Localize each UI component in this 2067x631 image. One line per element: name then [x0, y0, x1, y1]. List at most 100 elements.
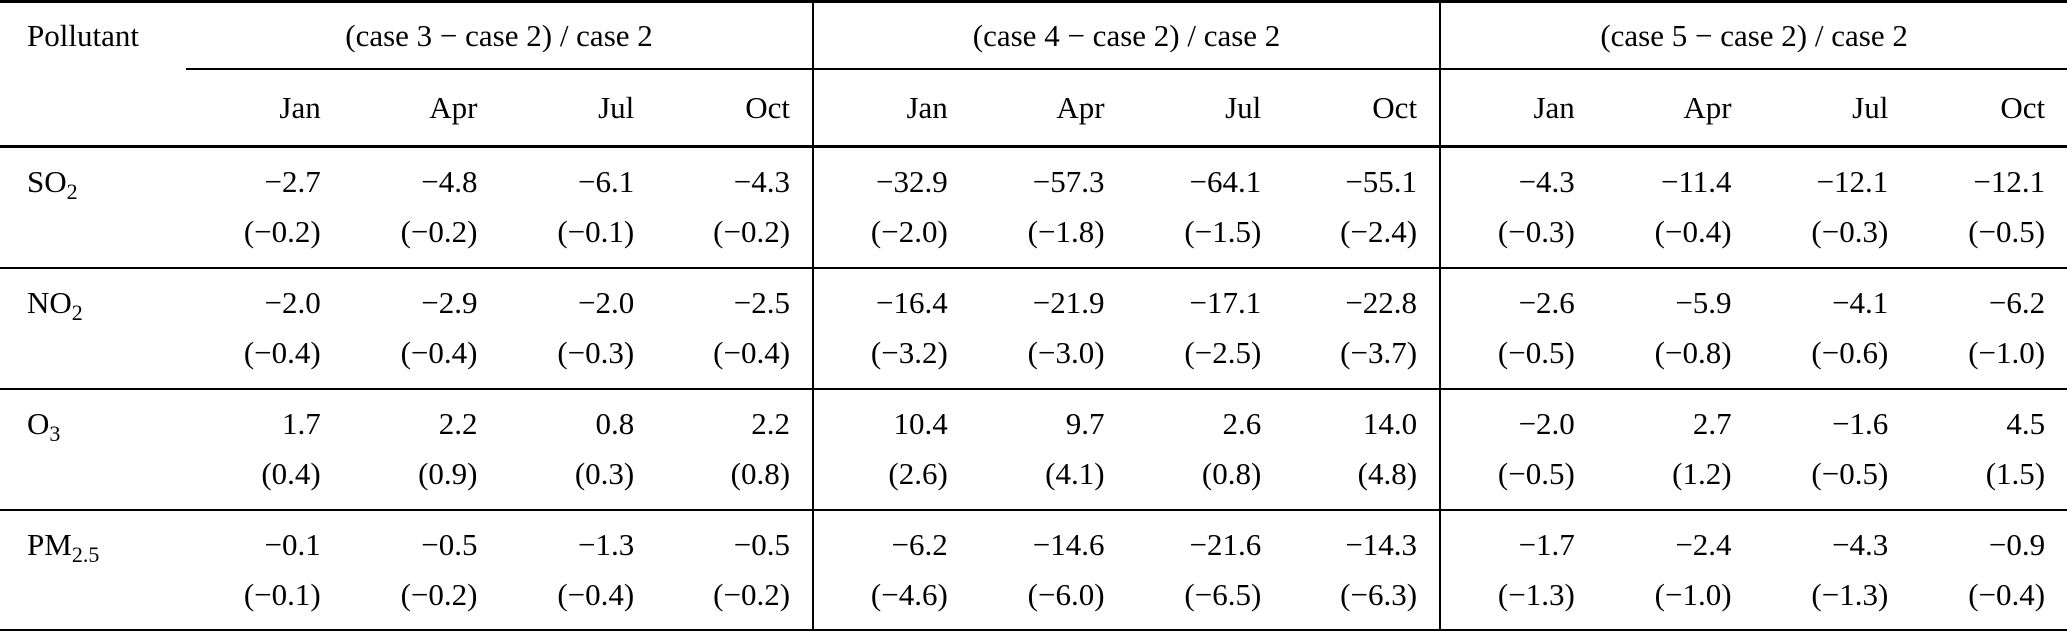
cell-paren-value: (0.9): [418, 455, 478, 491]
cell-value: −4.8: [421, 164, 478, 199]
cell-value: −2.6: [1518, 284, 1575, 320]
cell-paren-value: (−0.4): [400, 334, 478, 370]
data-cell: −0.1 (−0.1): [186, 510, 343, 631]
cell-paren-value: (−1.0): [1654, 576, 1732, 612]
cell-value: 2.7: [1692, 405, 1732, 441]
month-header-row: Jan Apr Jul Oct Jan Apr Jul Oct Jan Apr …: [0, 69, 2067, 148]
cell-paren-value: (−0.2): [713, 214, 791, 249]
cell-paren-value: (−0.2): [400, 214, 478, 249]
cell-paren-value: (0.3): [574, 455, 635, 491]
cell-paren-value: (−1.8): [1027, 214, 1105, 249]
data-cell: −4.3 (−0.2): [656, 146, 814, 269]
cell-value: 2.2: [438, 405, 478, 441]
cell-value: 10.4: [893, 405, 948, 441]
cell-value: −4.3: [733, 164, 791, 199]
cell-value: 1.7: [282, 405, 321, 441]
cell-paren-value: (−4.6): [870, 576, 948, 612]
cell-value: −2.4: [1675, 526, 1732, 562]
group-header-row: Pollutant (case 3 − case 2) / case 2 (ca…: [0, 1, 2067, 148]
cell-paren-value: (−0.2): [713, 576, 791, 612]
data-cell: −17.1 (−2.5): [1126, 267, 1284, 390]
month-header: Jul: [499, 69, 657, 148]
cell-paren-value: (−0.6): [1811, 334, 1889, 370]
pollutant-base: NO: [27, 284, 72, 320]
pollutant-subscript: 3: [49, 420, 61, 446]
data-cell: −6.2 (−1.0): [1910, 267, 2067, 390]
cell-paren-value: (0.8): [1201, 455, 1262, 491]
data-cell: 4.5 (1.5): [1910, 388, 2067, 511]
data-cell: −2.7 (−0.2): [186, 146, 343, 269]
data-cell: −64.1 (−1.5): [1126, 146, 1284, 269]
group-header-case5: (case 5 − case 2) / case 2: [1439, 1, 2067, 70]
data-cell: −21.9 (−3.0): [969, 267, 1127, 390]
cell-value: −12.1: [1973, 164, 2046, 199]
cell-value: −16.4: [876, 284, 948, 320]
data-cell: −11.4 (−0.4): [1596, 146, 1754, 269]
data-cell: 10.4 (2.6): [812, 388, 970, 511]
data-cell: 9.7 (4.1): [969, 388, 1127, 511]
cell-paren-value: (−0.1): [243, 576, 321, 612]
cell-value: 2.6: [1222, 405, 1262, 441]
cell-value: −2.9: [421, 284, 478, 320]
pollutant-label-pm25: PM2.5: [0, 510, 186, 631]
month-header: Jan: [186, 69, 343, 148]
data-cell: −0.9 (−0.4): [1910, 510, 2067, 631]
cell-value: −2.0: [578, 284, 635, 320]
data-cell: 0.8 (0.3): [499, 388, 657, 511]
pollutant-label-o3: O3: [0, 388, 186, 511]
data-cell: −2.4 (−1.0): [1597, 510, 1754, 631]
cell-value: −11.4: [1660, 164, 1732, 199]
cell-paren-value: (−2.5): [1184, 334, 1262, 370]
cell-paren-value: (−0.4): [557, 576, 635, 612]
cell-paren-value: (−0.2): [400, 576, 478, 612]
cell-paren-value: (−0.4): [713, 334, 791, 370]
data-cell: −14.6 (−6.0): [970, 510, 1127, 631]
data-cell: −6.2 (−4.6): [812, 509, 970, 631]
group-header-case3: (case 3 − case 2) / case 2: [186, 1, 814, 70]
data-cell: −4.3 (−1.3): [1754, 510, 1911, 631]
cell-paren-value: (−0.4): [1654, 214, 1732, 249]
cell-paren-value: (0.8): [730, 455, 791, 491]
data-cell: 2.6 (0.8): [1126, 388, 1284, 511]
month-header: Oct: [1283, 69, 1441, 148]
data-cell: −32.9 (−2.0): [812, 146, 970, 269]
cell-value: −6.2: [1988, 284, 2046, 320]
pollutant-base: SO: [27, 164, 67, 199]
cell-value: −17.1: [1189, 284, 1262, 320]
cell-paren-value: (−6.3): [1340, 576, 1418, 612]
cell-paren-value: (1.2): [1672, 455, 1732, 491]
cell-paren-value: (−1.5): [1184, 214, 1262, 249]
cell-paren-value: (4.1): [1045, 455, 1105, 491]
cell-paren-value: (−0.1): [557, 214, 635, 249]
cell-value: 0.8: [595, 405, 635, 441]
cell-value: −1.7: [1518, 526, 1575, 562]
month-header: Jan: [1439, 69, 1597, 148]
pollutant-subscript: 2: [66, 179, 78, 205]
cell-value: 2.2: [751, 405, 791, 441]
pollutant-subscript: 2.5: [71, 541, 100, 567]
cell-paren-value: (0.4): [261, 455, 321, 491]
cell-paren-value: (−0.2): [243, 214, 321, 249]
data-cell: 1.7 (0.4): [186, 388, 343, 511]
month-header: Apr: [342, 69, 500, 148]
cell-value: −2.5: [733, 284, 791, 320]
cell-paren-value: (−0.5): [1497, 455, 1575, 491]
data-cell: −2.0 (−0.5): [1439, 388, 1597, 511]
cell-paren-value: (−3.7): [1340, 334, 1418, 370]
cell-value: −32.9: [876, 164, 948, 199]
cell-paren-value: (−0.3): [1811, 214, 1889, 249]
data-cell: 2.2 (0.8): [656, 388, 814, 511]
data-cell: −12.1 (−0.3): [1753, 146, 1911, 269]
cell-value: −2.0: [1518, 405, 1575, 441]
table-row-no2: NO2 −2.0 (−0.4) −2.9 (−0.4) −2.0 (−0.3) −2.…: [0, 267, 2067, 390]
cell-paren-value: (−2.4): [1340, 214, 1418, 249]
month-header: Oct: [656, 69, 814, 148]
cell-paren-value: (−1.3): [1811, 576, 1889, 612]
data-cell: −2.0 (−0.3): [499, 267, 657, 390]
data-cell: −1.6 (−0.5): [1753, 388, 1911, 511]
data-cell: −1.7 (−1.3): [1439, 509, 1597, 631]
data-cell: −57.3 (−1.8): [969, 146, 1127, 269]
month-header: Jul: [1753, 69, 1911, 148]
